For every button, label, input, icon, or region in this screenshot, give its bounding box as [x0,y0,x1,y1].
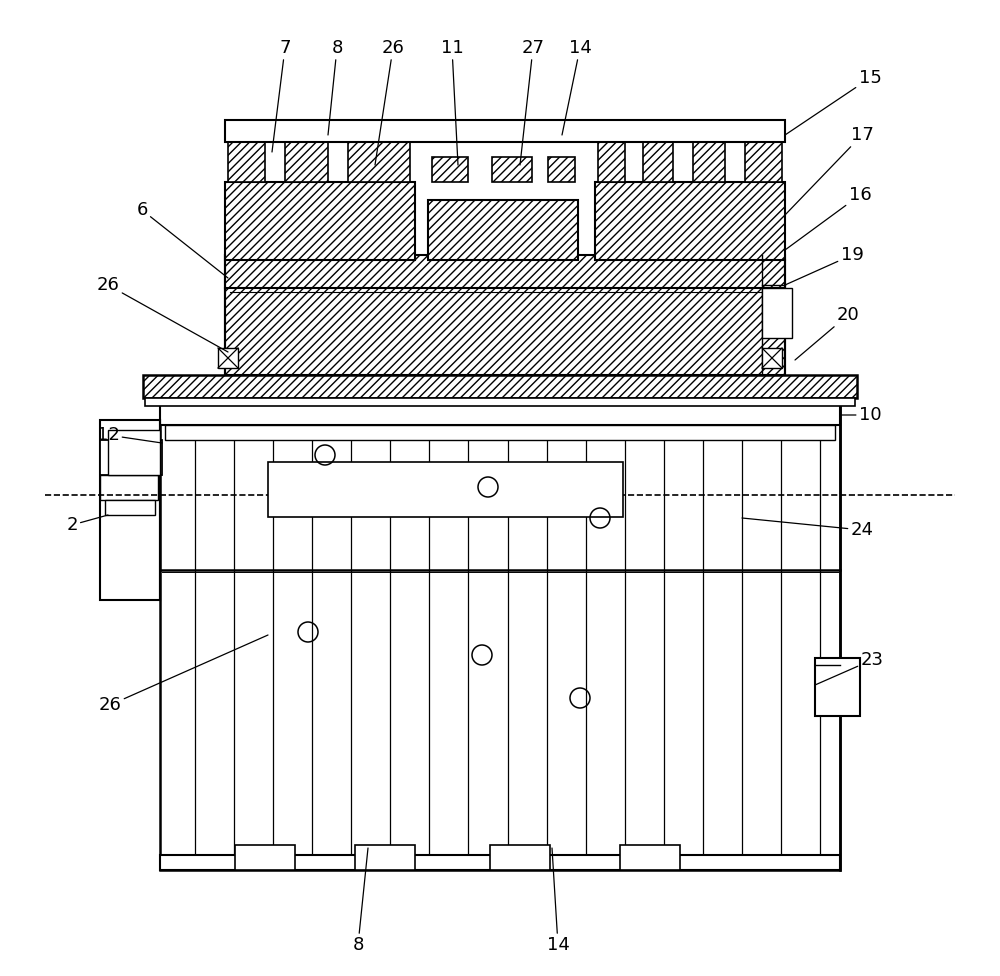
Bar [285,142,328,182]
Text: 26: 26 [375,39,404,165]
Text: 7: 7 [272,39,291,152]
Text: 26: 26 [99,635,268,714]
Bar [348,142,410,182]
Text: 8: 8 [352,848,368,954]
Bar [225,255,785,375]
Bar [225,120,785,142]
Text: 2: 2 [66,515,108,534]
Bar [228,142,265,182]
Bar [815,658,860,716]
Bar [598,142,625,182]
Text: 23: 23 [815,651,884,685]
Bar [108,430,160,475]
Text: 14: 14 [547,848,569,954]
Bar [145,398,855,406]
Text: 20: 20 [795,306,859,360]
Bar [100,440,162,475]
Bar [235,845,295,870]
Bar [160,855,840,870]
Bar [762,288,792,338]
Bar [100,420,160,600]
Bar [428,200,578,260]
Bar [643,142,673,182]
Text: 19: 19 [785,246,863,285]
Bar [490,845,550,870]
Text: 17: 17 [785,126,873,215]
Text: 10: 10 [840,406,881,424]
Bar [160,395,840,425]
Bar [268,462,623,517]
Text: 16: 16 [785,186,871,250]
Bar [100,475,158,500]
Text: 26: 26 [97,276,228,352]
Bar [693,142,725,182]
Text: 15: 15 [785,69,881,135]
Text: 11: 11 [441,39,463,165]
Text: 12: 12 [97,426,162,444]
Text: 24: 24 [742,518,874,539]
Bar [762,348,782,368]
Text: 14: 14 [562,39,591,135]
Bar [432,157,468,182]
Bar [595,182,785,260]
Bar [105,500,155,515]
Text: 8: 8 [328,39,343,135]
Bar [620,845,680,870]
Bar [143,375,857,398]
Bar [745,142,782,182]
Text: 6: 6 [136,201,228,278]
Bar [218,348,238,368]
Bar [160,395,840,870]
Bar [492,157,532,182]
Text: 27: 27 [520,39,544,165]
Bar [165,425,835,440]
Bar [225,182,415,260]
Bar [355,845,415,870]
Bar [548,157,575,182]
